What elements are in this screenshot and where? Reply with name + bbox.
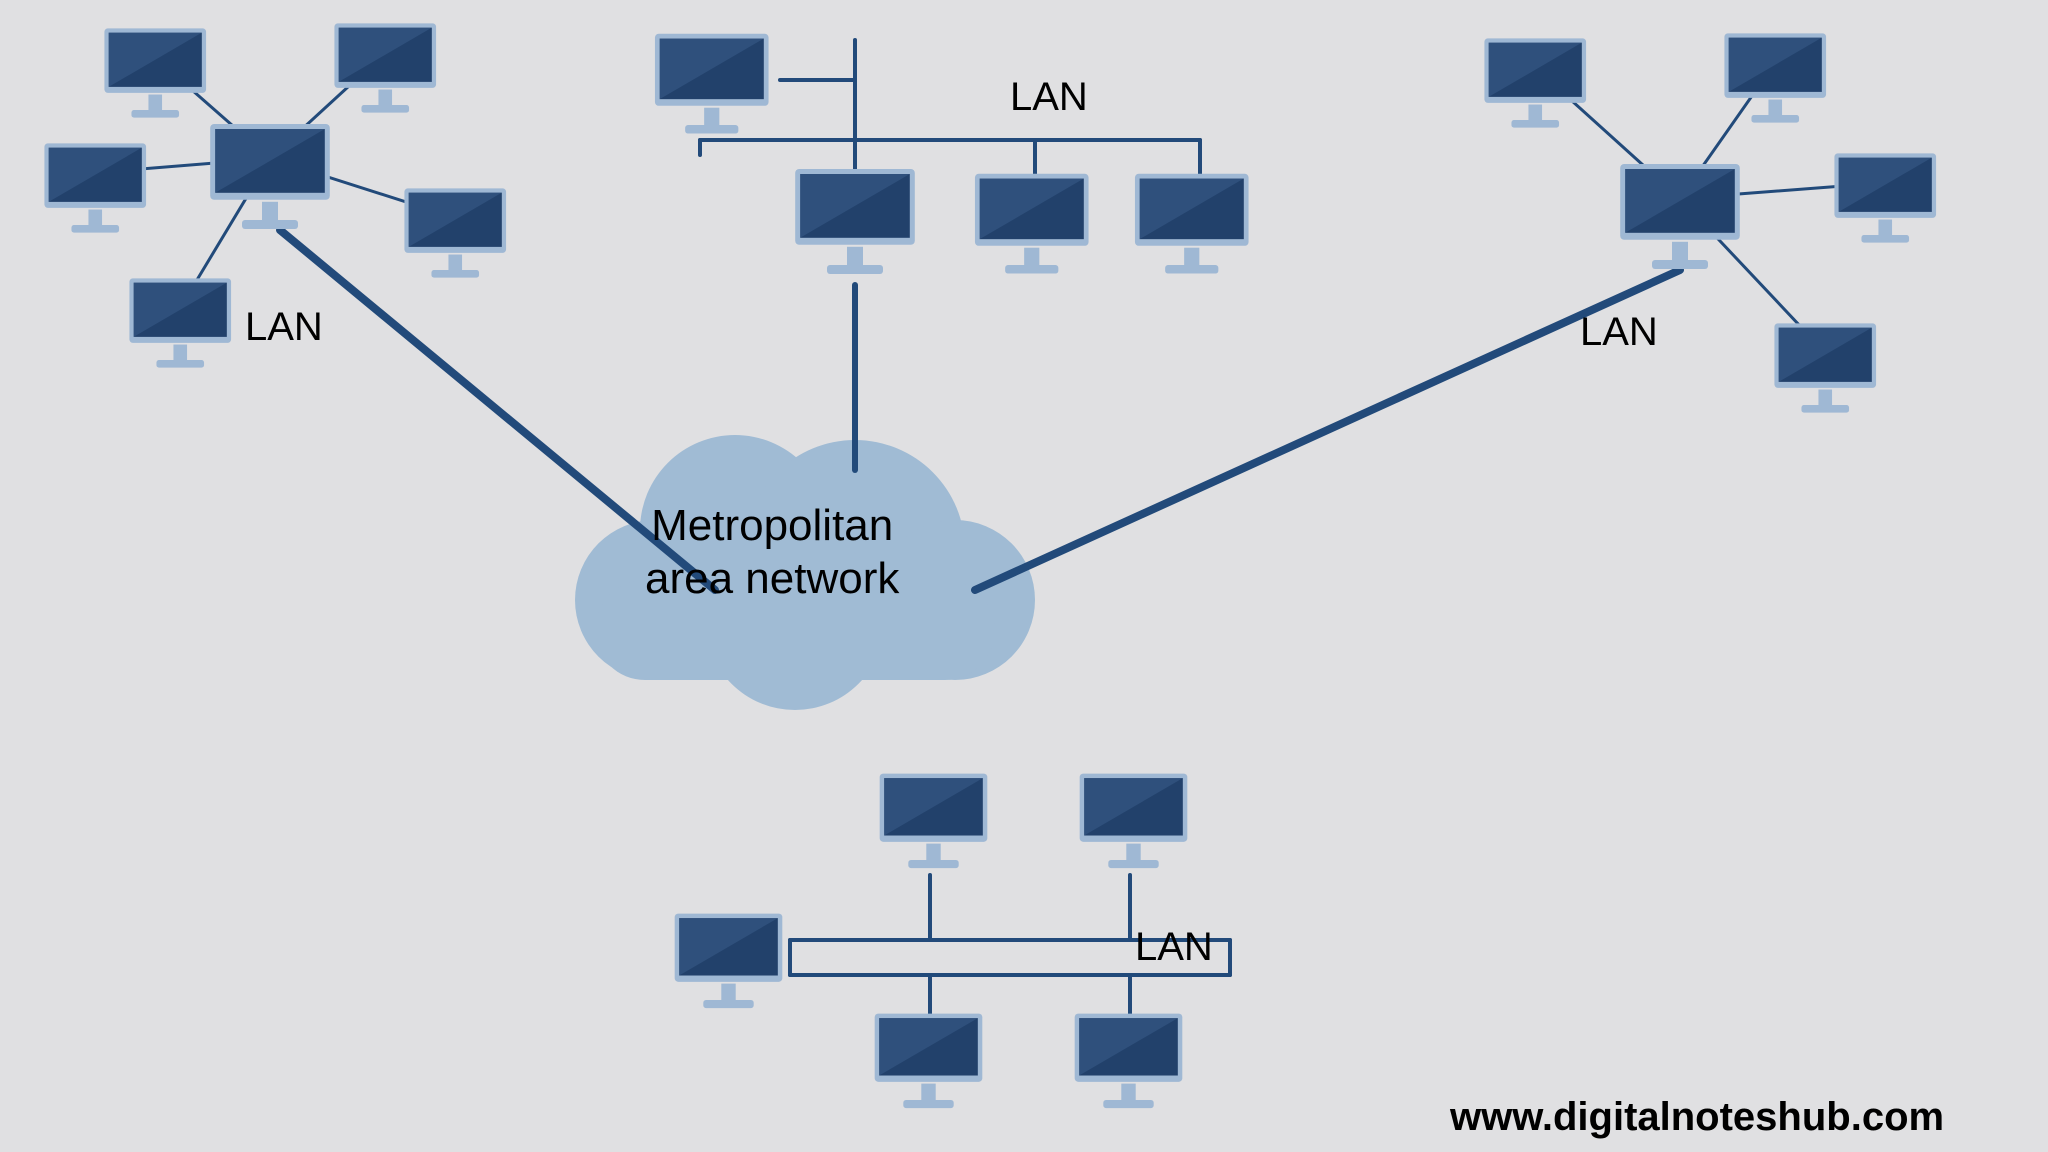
computer-icon [650,30,774,140]
computer-icon [970,170,1094,280]
computer-icon [870,1010,987,1114]
diagram-canvas: Metropolitanarea network LAN LAN LAN LAN ww… [0,0,2048,1152]
computer-icon [1615,160,1745,275]
computer-icon [1070,1010,1187,1114]
computer-icon [205,120,335,235]
computer-icon [330,20,441,119]
computer-icon [1770,320,1881,419]
lan-label: LAN [1580,310,1658,355]
computer-icon [100,25,211,124]
computer-icon [1130,170,1254,280]
computer-icon [1720,30,1831,129]
lan-label: LAN [245,305,323,350]
lan-label: LAN [1135,925,1213,970]
computer-icon [670,910,787,1014]
computer-icon [1075,770,1192,874]
computer-icon [875,770,992,874]
computer-icon [1480,35,1591,134]
computer-icon [790,165,920,280]
watermark: www.digitalnoteshub.com [1450,1095,1944,1140]
computer-icon [1830,150,1941,249]
cloud-label: Metropolitanarea network [645,500,899,606]
computer-icon [125,275,236,374]
computer-icon [40,140,151,239]
computer-icon [400,185,511,284]
lan-label: LAN [1010,75,1088,120]
